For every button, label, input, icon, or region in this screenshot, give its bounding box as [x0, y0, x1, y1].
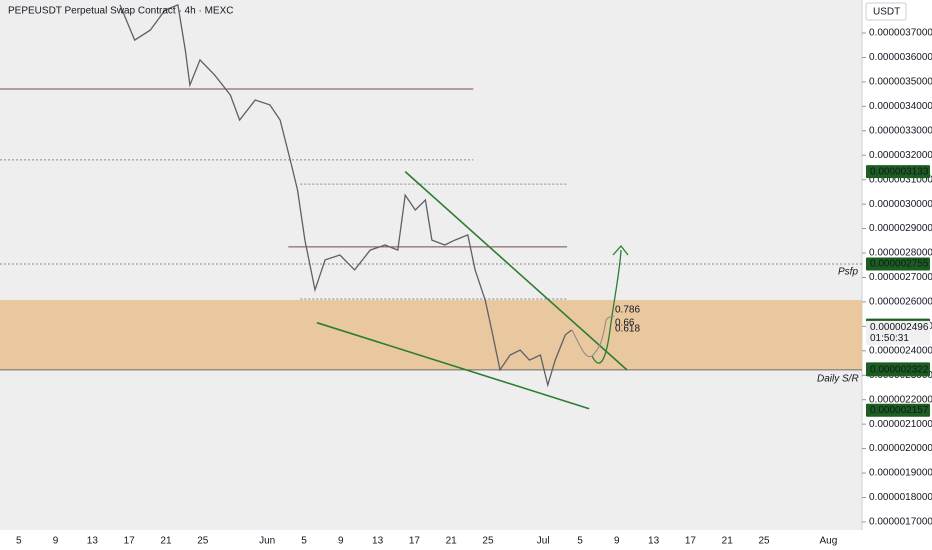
x-tick-label: 13	[87, 536, 99, 547]
y-tick-label: 0.0000030000	[869, 199, 932, 210]
price-tag-label: 0.000002496	[870, 322, 929, 333]
fib-label: 0.618	[615, 324, 640, 335]
y-tick-label: 0.0000019000	[869, 468, 932, 479]
x-tick-label: 9	[614, 536, 620, 547]
y-tick-label: 0.0000036000	[869, 52, 932, 63]
x-tick-label: 9	[338, 536, 344, 547]
x-tick-label: 21	[722, 536, 734, 547]
price-tag	[866, 403, 930, 417]
x-tick-label: 17	[409, 536, 421, 547]
countdown: 01:50:31	[870, 333, 909, 344]
fib-label: 0.66	[615, 318, 635, 329]
x-tick-label: Aug	[820, 536, 838, 547]
y-tick-label: 0.0000032000	[869, 150, 932, 161]
trendline	[404, 171, 628, 371]
y-tick-label: 0.0000017000	[869, 517, 932, 528]
x-tick-label: 25	[758, 536, 770, 547]
x-tick-label: 25	[482, 536, 494, 547]
x-tick-label: 9	[53, 536, 59, 547]
y-tick-label: 0.0000027000	[869, 272, 932, 283]
price-tag-label: 0.000002755	[870, 259, 929, 270]
price-tag	[866, 165, 930, 179]
price-tag	[866, 320, 930, 345]
y-tick-label: 0.0000035000	[869, 77, 932, 88]
price-tag-label: 0.000003133	[870, 166, 929, 177]
x-tick-label: 5	[301, 536, 307, 547]
y-tick-label: 0.0000028000	[869, 248, 932, 259]
x-tick-label: 13	[372, 536, 384, 547]
x-tick-label: 13	[648, 536, 660, 547]
price-tag-label: 0.000002322	[870, 365, 929, 376]
y-tick-label: 0.0000026000	[869, 297, 932, 308]
foreground-layer: 0.0000031330.0000027550.0000025050.00000…	[119, 3, 930, 417]
price-tag-label: 0.000002157	[870, 405, 929, 416]
x-tick-label: Jul	[537, 536, 550, 547]
x-tick-label: 21	[446, 536, 458, 547]
y-tick-label: 0.0000024000	[869, 345, 932, 356]
plot-background	[0, 0, 862, 530]
x-tick-label: Jun	[259, 536, 275, 547]
y-tick-label: 0.0000018000	[869, 492, 932, 503]
price-tag	[866, 363, 930, 377]
x-tick-label: 17	[124, 536, 136, 547]
y-tick-label: 0.0000034000	[869, 101, 932, 112]
y-tick-label: 0.0000021000	[869, 419, 932, 430]
projection-path	[571, 315, 615, 358]
x-tick-label: 25	[197, 536, 209, 547]
y-tick-label: 0.0000033000	[869, 125, 932, 136]
fib-label: 0.786	[615, 305, 640, 316]
x-tick-label: 21	[160, 536, 172, 547]
currency[interactable]: USDT	[873, 7, 900, 18]
x-tick-label: 5	[16, 536, 22, 547]
price-tag	[866, 257, 930, 271]
x-tick-label: 17	[685, 536, 697, 547]
y-tick-label: 0.0000029000	[869, 223, 932, 234]
price-axis	[862, 0, 932, 550]
price-line	[119, 3, 573, 388]
x-tick-label: 5	[577, 536, 583, 547]
currency-button[interactable]	[865, 2, 907, 21]
y-tick-label: 0.0000022000	[869, 394, 932, 405]
chart-title: PEPEUSDT Perpetual Swap Contract · 4h · …	[8, 6, 233, 17]
annotation: Psfp	[838, 267, 858, 278]
trendline	[316, 321, 590, 410]
arrow-head	[612, 244, 629, 256]
projection-arrow	[591, 249, 622, 364]
y-tick-label: 0.0000020000	[869, 443, 932, 454]
y-tick-label: 0.0000037000	[869, 28, 932, 39]
y-tick-label: 0.0000031000	[869, 174, 932, 185]
annotation: Daily S/R	[817, 374, 859, 385]
